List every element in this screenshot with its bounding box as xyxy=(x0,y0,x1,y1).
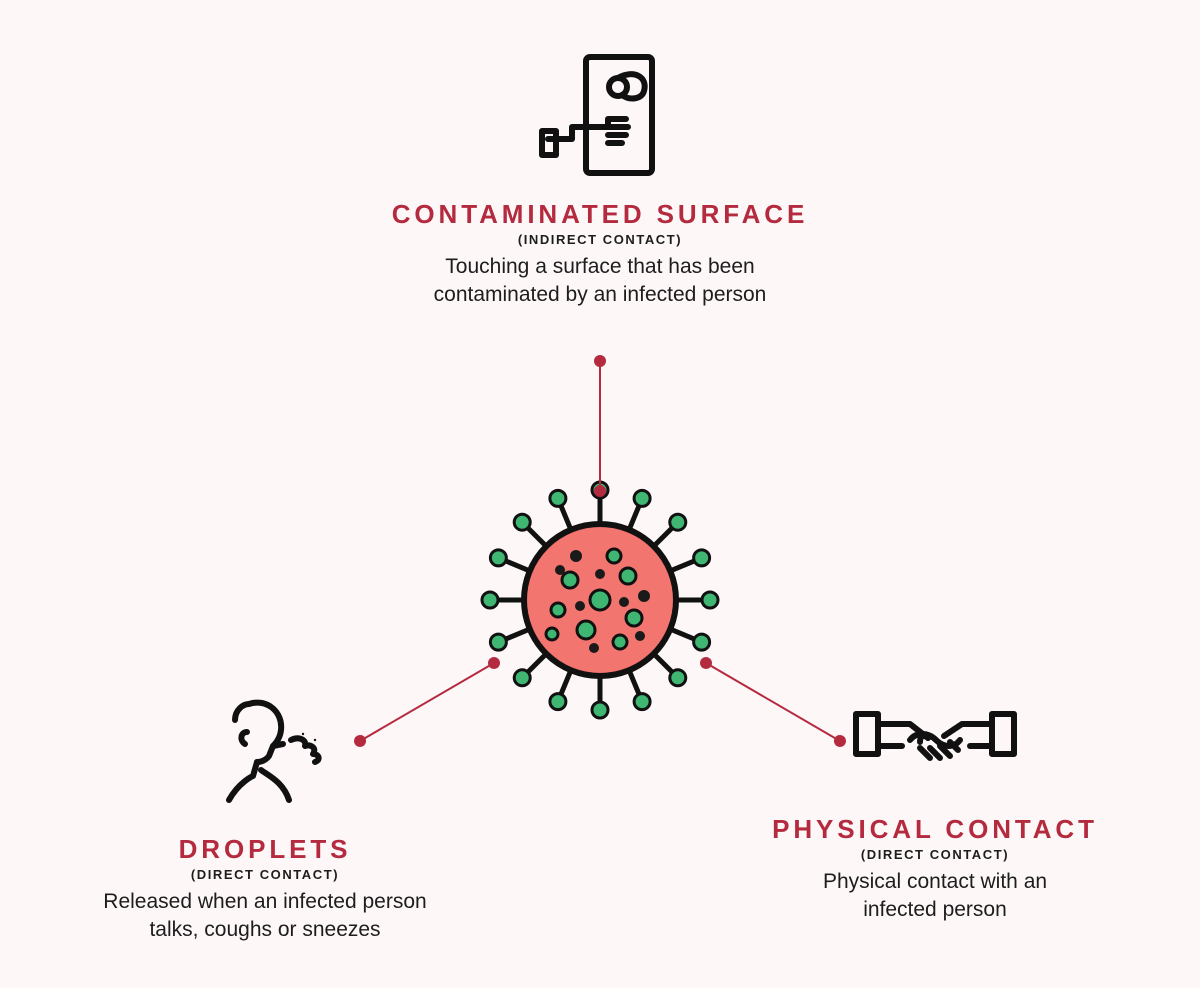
handshake-icon xyxy=(720,690,1150,800)
door-hand-icon xyxy=(320,45,880,185)
node-desc: Released when an infected persontalks, c… xyxy=(50,888,480,945)
connector xyxy=(599,361,601,491)
node-title: PHYSICAL CONTACT xyxy=(720,814,1150,845)
node-subtitle: (INDIRECT CONTACT) xyxy=(320,232,880,247)
node-title: CONTAMINATED SURFACE xyxy=(320,199,880,230)
node-subtitle: (DIRECT CONTACT) xyxy=(720,847,1150,862)
node-contaminated-surface: CONTAMINATED SURFACE (INDIRECT CONTACT) … xyxy=(320,45,880,310)
node-title: DROPLETS xyxy=(50,834,480,865)
node-subtitle: (DIRECT CONTACT) xyxy=(50,867,480,882)
node-droplets: DROPLETS (DIRECT CONTACT) Released when … xyxy=(50,690,480,945)
cough-icon xyxy=(50,690,480,820)
node-desc: Touching a surface that has beencontamin… xyxy=(320,253,880,310)
node-desc: Physical contact with aninfected person xyxy=(720,868,1150,925)
node-physical-contact: PHYSICAL CONTACT (DIRECT CONTACT) Physic… xyxy=(720,690,1150,925)
